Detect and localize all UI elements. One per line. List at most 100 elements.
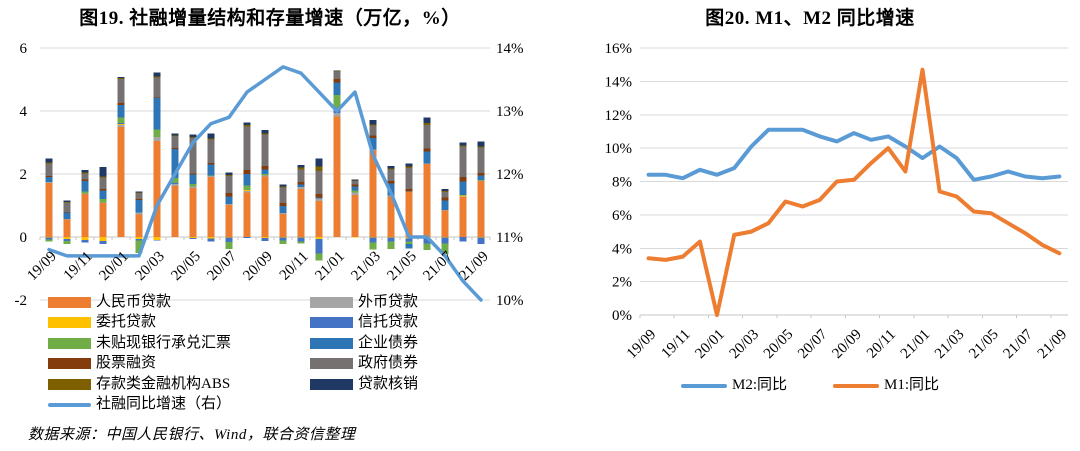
bar-segment [351,186,359,191]
bar-segment [153,129,161,137]
bar-segment [225,192,233,197]
bar-segment [423,124,431,149]
bar-segment [153,77,161,98]
bar-segment [153,237,161,241]
bar-segment [387,241,395,249]
bar-segment [423,117,431,123]
bar-segment [171,135,179,137]
bar-segment [153,136,161,142]
bar-segment [315,171,323,194]
bar-segment [45,239,53,242]
bar-segment [405,191,413,192]
chart19-title: 图19. 社融增量结构和存量增速（万亿，%） [79,8,461,29]
bar-segment [315,166,323,172]
left-axis-label: 0 [20,230,28,246]
bar-segment [279,205,287,214]
bar-segment [297,169,305,182]
bar-segment [279,187,287,203]
legend-swatch-icon [48,358,91,370]
bar-segment [225,196,233,205]
legend-label: 股票融资 [96,355,157,372]
bar-segment [45,237,53,238]
bar-segment [225,174,233,176]
bar-segment [441,189,449,192]
bar-segment [243,185,251,190]
bar-segment [189,137,197,138]
bar-segment [225,172,233,175]
bar-segment [189,134,197,138]
bar-segment [189,186,197,189]
bar-segment [261,237,269,241]
bar-segment [243,237,251,238]
x-tick-label: 21/01 [898,327,933,362]
bar-segment [387,169,395,181]
bar-segment [459,145,467,147]
legend-item: M1:同比 [833,378,939,393]
bar-segment [369,119,377,125]
bar-segment [189,237,197,239]
x-tick-label: 21/07 [1001,326,1037,362]
bar-segment [351,192,359,195]
bar-segment [171,133,179,136]
bar-segment [225,175,233,193]
bar-segment [351,180,359,185]
bar-segment [99,167,107,177]
bar-segment [99,241,107,245]
bar-segment [261,174,269,176]
bar-segment [99,198,107,203]
bar-segment [189,184,197,187]
bar-segment [405,163,413,167]
chart19-panel: 图19. 社融增量结构和存量增速（万亿，%） 6 14% 4 13% 2 12% 0 11% -… [15,8,524,443]
bar-segment [351,190,359,193]
legend-item: 人民币贷款 [48,294,310,310]
bar-segment [261,176,269,237]
bar-segment [135,198,143,201]
legend-label: 未贴现银行承兑汇票 [96,334,232,351]
left-axis-label: 6 [20,41,28,57]
bar-segment [117,122,125,125]
bar-segment [261,166,269,170]
x-axis [639,314,1068,318]
bar-segment [45,182,53,237]
bar-segment [153,97,161,99]
bar-segment [279,240,287,244]
x-tick-label: 19/09 [24,249,59,284]
bar-segment [189,173,197,175]
x-tick-label: 20/01 [96,249,131,284]
bar-segment [207,177,215,237]
legend-item: 外币贷款 [310,294,418,310]
bar-segment [135,192,143,194]
bar-segment [261,133,269,135]
bar-segment [81,194,89,237]
bar-segment [135,193,143,199]
bar-segment [405,166,413,169]
bar-segment [135,240,143,253]
legend-line-swatch-icon [48,403,91,407]
legend-label: 存款类金融机构ABS [96,375,231,392]
bar-segment [135,214,143,237]
bar-segment [99,190,107,199]
bar-segment [333,94,341,111]
bar-segment [387,237,395,238]
bar-segment [81,179,89,182]
bar-segment [153,72,161,77]
legend-line-swatch-icon [833,383,879,388]
bar-segment [441,237,449,238]
right-axis-label: 13% [496,104,524,120]
right-axis-label: 10% [496,293,524,309]
legend-label: 企业债券 [358,334,419,351]
x-tick-label: 20/09 [240,249,275,284]
bar-segment [99,176,107,178]
bar-segment [45,237,53,240]
legend-swatch-icon [310,317,353,329]
bar-segment [279,214,287,237]
bar-segment [297,164,305,168]
bar-segment [45,182,53,183]
x-tick-label: 21/03 [932,327,967,362]
chart20-plot: 16%14%12%10%8%6%4%2%0%19/09 19/1120/0120/… [605,41,1071,362]
bar-segment [315,200,323,237]
bar-segment [441,191,449,192]
bar-segment [63,241,71,245]
legend-row: 人民币贷款 外币贷款 [48,292,418,313]
